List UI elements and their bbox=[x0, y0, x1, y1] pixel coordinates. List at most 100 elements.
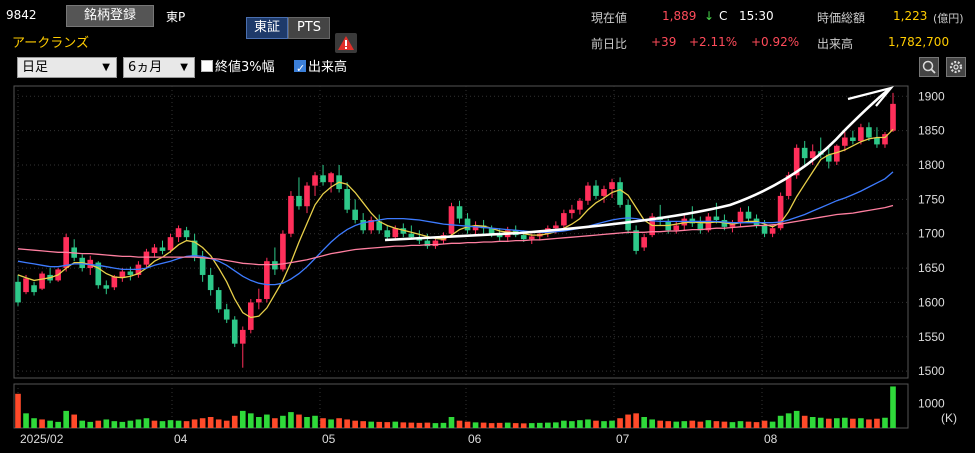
candle-body bbox=[191, 240, 198, 258]
volume-bar bbox=[665, 421, 672, 428]
range-select-value: 6ヵ月 bbox=[128, 60, 163, 75]
candle-body bbox=[384, 230, 391, 238]
close-3pct-checkbox[interactable]: 終値3%幅 bbox=[201, 57, 275, 78]
volume-bar bbox=[55, 421, 61, 428]
candle-body bbox=[31, 285, 37, 293]
volume-bar bbox=[833, 418, 840, 428]
candle-body bbox=[809, 151, 816, 159]
candle-body bbox=[890, 103, 896, 131]
candle-body bbox=[801, 147, 808, 159]
volume-bar bbox=[649, 419, 655, 428]
checkbox-box[interactable] bbox=[201, 60, 213, 72]
y-tick-label: 1750 bbox=[918, 192, 945, 206]
candle-body bbox=[23, 278, 29, 293]
candle-body bbox=[424, 240, 431, 247]
volume-bar bbox=[440, 422, 447, 428]
candle-body bbox=[175, 228, 182, 238]
register-watchlist-button[interactable]: 銘柄登録 bbox=[66, 5, 154, 27]
volume-bar bbox=[448, 417, 455, 428]
volume-label: 出来高 bbox=[817, 37, 854, 51]
volume-bar bbox=[336, 418, 342, 428]
volume-bar bbox=[223, 420, 230, 428]
volume-bar bbox=[344, 419, 350, 428]
period-select[interactable]: 日足 ▼ bbox=[17, 57, 117, 78]
gear-icon[interactable] bbox=[946, 57, 966, 77]
candle-body bbox=[392, 228, 399, 238]
candle-body bbox=[761, 225, 768, 234]
volume-bar bbox=[842, 417, 848, 428]
volume-bar bbox=[79, 420, 86, 428]
volume-bar bbox=[135, 419, 142, 428]
market-cap-unit: (億円) bbox=[933, 12, 964, 25]
candle-body bbox=[288, 195, 294, 234]
volume-bar bbox=[697, 421, 704, 428]
candle-body bbox=[15, 281, 21, 303]
candle-body bbox=[601, 189, 607, 196]
y-tick-label: 1550 bbox=[918, 330, 945, 344]
candle-body bbox=[408, 233, 415, 238]
volume-bar bbox=[753, 422, 760, 428]
candle-body bbox=[585, 185, 591, 201]
zoom-icon[interactable] bbox=[919, 57, 939, 77]
y-tick-label: 1700 bbox=[918, 227, 945, 241]
candle-body bbox=[352, 209, 358, 220]
candle-body bbox=[432, 240, 439, 247]
candle-body bbox=[360, 219, 366, 231]
volume-bar bbox=[657, 420, 664, 428]
candle-body bbox=[239, 329, 246, 344]
tab-tosho[interactable]: 東証 bbox=[246, 17, 288, 39]
warning-triangle-icon[interactable] bbox=[335, 33, 357, 53]
candle-body bbox=[697, 223, 704, 231]
stock-code: 9842 bbox=[6, 8, 37, 22]
candle-body bbox=[143, 251, 150, 265]
volume-bar bbox=[850, 418, 856, 428]
candle-body bbox=[842, 137, 848, 146]
volume-bar bbox=[721, 421, 728, 428]
candle-body bbox=[882, 134, 888, 145]
volume-bar bbox=[601, 421, 607, 428]
change-percent-secondary: +0.92% bbox=[751, 35, 800, 49]
volume-bar bbox=[175, 420, 182, 428]
quote-time: 15:30 bbox=[739, 9, 774, 23]
candle-body bbox=[825, 154, 832, 162]
chevron-down-icon: ▼ bbox=[180, 62, 188, 73]
volume-bar bbox=[496, 422, 503, 428]
y-tick-label: 1800 bbox=[918, 158, 945, 172]
candle-body bbox=[256, 298, 262, 303]
candle-body bbox=[111, 276, 118, 288]
volume-bar bbox=[63, 410, 69, 428]
volume-checkbox[interactable]: 出来高 bbox=[294, 57, 348, 79]
volume-checkbox-label: 出来高 bbox=[308, 60, 348, 75]
volume-bar bbox=[368, 421, 375, 428]
volume-bar bbox=[183, 421, 190, 428]
y-tick-label: 1650 bbox=[918, 261, 945, 275]
candle-body bbox=[151, 247, 158, 253]
volume-bar bbox=[689, 420, 696, 428]
volume-bar bbox=[416, 422, 423, 428]
volume-bar bbox=[111, 421, 118, 428]
volume-bar bbox=[320, 418, 326, 428]
volume-bar bbox=[408, 422, 415, 428]
volume-bar bbox=[119, 421, 126, 428]
candle-body bbox=[95, 262, 102, 286]
candle-body bbox=[272, 261, 278, 270]
volume-unit-label: (K) bbox=[941, 411, 957, 425]
volume-bar bbox=[536, 422, 543, 428]
market-label: 東P bbox=[166, 10, 186, 24]
market-cap-value: 1,223 bbox=[893, 9, 928, 23]
candle-body bbox=[183, 230, 190, 238]
volume-bar bbox=[264, 414, 270, 428]
candle-body bbox=[264, 261, 270, 299]
candle-body bbox=[167, 237, 174, 251]
candle-body bbox=[488, 228, 495, 234]
checkbox-box-checked[interactable] bbox=[294, 58, 306, 79]
volume-bar bbox=[239, 410, 246, 428]
x-tick-label: 08 bbox=[764, 432, 778, 446]
volume-bar bbox=[633, 413, 639, 428]
range-select[interactable]: 6ヵ月 ▼ bbox=[123, 57, 195, 78]
volume-bar bbox=[745, 421, 752, 428]
volume-bar bbox=[280, 415, 286, 428]
tab-pts[interactable]: PTS bbox=[288, 17, 330, 39]
volume-bar bbox=[777, 415, 784, 428]
